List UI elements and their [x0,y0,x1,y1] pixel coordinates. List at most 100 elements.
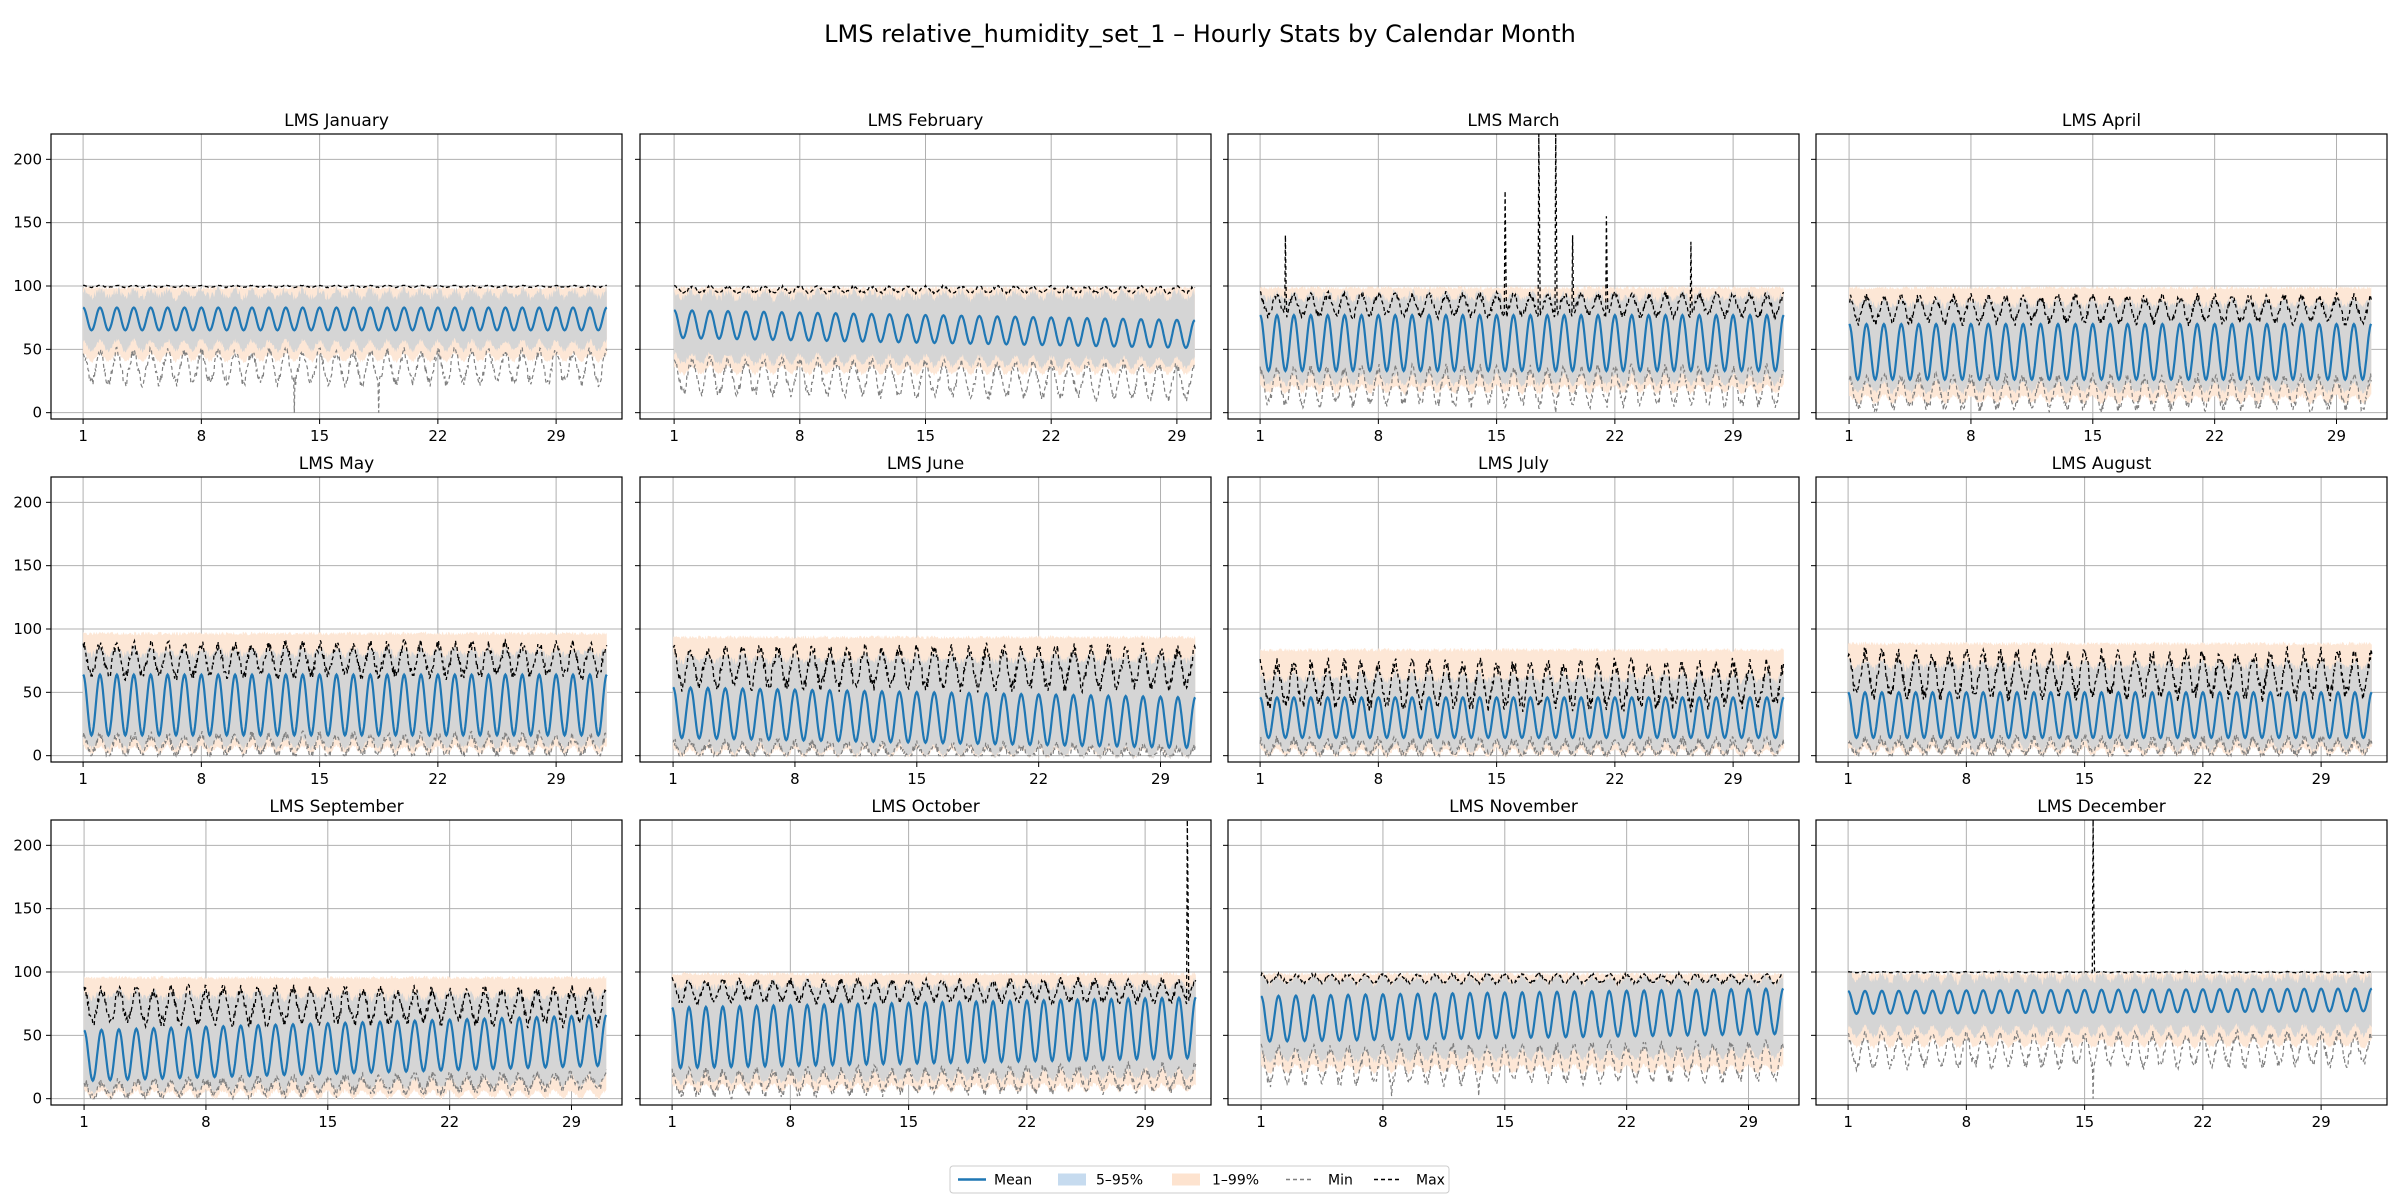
subplot-lms-january: 1 8 15 22 29 0 50 100 150 200 LMS January [13,111,623,445]
legend-swatch [1172,1173,1200,1186]
x-tick-label: 8 [790,770,800,788]
series-mean-line [82,306,608,332]
series-max-line [671,820,1197,1006]
x-tick-label: 8 [201,1113,211,1131]
y-tick-label: 50 [23,1026,42,1044]
legend-item-3: Min [1286,1173,1353,1189]
subplot-title: LMS September [269,797,403,817]
legend-item-1: 5–95% [1058,1173,1143,1189]
x-tick-label: 8 [1962,1113,1972,1131]
subplot-title: LMS April [2062,111,2141,131]
series-mean-line [672,685,1197,750]
axes-frame [1227,133,1800,420]
subplot-title: LMS December [2037,797,2166,817]
series-min-line [1259,361,1784,413]
band-5-95 [1260,669,1784,756]
series-mean-line [1259,313,1785,373]
x-tick-label: 22 [428,770,447,788]
series-mean-line [1260,987,1785,1044]
x-tick-label: 8 [1374,427,1384,445]
y-tick-label: 100 [13,620,42,638]
x-tick-label: 22 [1017,1113,1036,1131]
subplot-lms-february: 1 8 15 22 29 LMS February [635,111,1212,445]
x-tick-label: 22 [440,1113,459,1131]
series-min-line [1847,732,2373,758]
x-tick-label: 22 [1617,1113,1636,1131]
subplot-lms-september: 1 8 15 22 29 0 50 100 150 200 LMS September [13,797,623,1131]
subplot-title: LMS August [2052,454,2152,474]
x-tick-label: 22 [1042,427,1061,445]
x-tick-label: 8 [1374,770,1384,788]
legend-item-0: Mean [958,1173,1032,1189]
subplot-lms-may: 1 8 15 22 29 0 50 100 150 200 LMS May [13,454,623,788]
x-tick-label: 22 [2205,427,2224,445]
x-tick-label: 1 [1843,770,1853,788]
x-tick-label: 29 [2312,1113,2331,1131]
legend-item-4: Max [1374,1173,1445,1189]
y-tick-label: 50 [23,683,42,701]
x-tick-label: 1 [1255,770,1265,788]
chart-legend: Mean 5–95% 1–99% Min Max [949,1165,1450,1194]
x-tick-label: 29 [2327,427,2346,445]
series-mean-line [1848,322,2373,382]
x-tick-label: 22 [1605,427,1624,445]
y-tick-label: 100 [13,277,42,295]
series-max-line [672,641,1196,695]
grid-lines [640,134,1211,419]
x-tick-label: 1 [79,1113,89,1131]
x-tick-label: 1 [78,427,88,445]
x-tick-label: 15 [318,1113,337,1131]
x-tick-label: 29 [547,770,566,788]
grid-lines [51,134,622,419]
x-tick-label: 8 [197,427,207,445]
x-tick-label: 29 [1151,770,1170,788]
x-tick-label: 22 [428,427,447,445]
legend-label: 5–95% [1096,1173,1143,1189]
x-tick-label: 29 [1724,427,1743,445]
band-5-95 [1848,969,2372,1039]
x-tick-label: 22 [2193,770,2212,788]
series-mean-line [673,309,1196,350]
x-tick-label: 8 [197,770,207,788]
axes-frame [639,476,1212,763]
subplot-title: LMS March [1467,111,1559,131]
band-5-95 [1848,655,2372,753]
band-5-95 [674,286,1195,370]
x-tick-label: 15 [310,770,329,788]
y-tick-label: 100 [13,963,42,981]
x-tick-label: 1 [1844,427,1854,445]
y-tick-label: 0 [32,404,42,422]
x-tick-label: 29 [1739,1113,1758,1131]
axes-frame [1815,819,2388,1106]
series-min-line [1847,1028,2373,1099]
subplot-title: LMS October [871,797,979,817]
x-tick-label: 15 [1495,1113,1514,1131]
x-tick-label: 15 [2083,427,2102,445]
series-min-line [82,345,608,413]
x-tick-label: 1 [1255,427,1265,445]
subplot-lms-december: 1 8 15 22 29 LMS December [1811,797,2388,1131]
y-tick-label: 200 [13,836,42,854]
subplot-title: LMS May [299,454,374,474]
x-tick-label: 1 [669,427,679,445]
series-max-line [83,982,607,1030]
x-tick-label: 29 [1136,1113,1155,1131]
x-tick-label: 8 [786,1113,796,1131]
x-tick-label: 15 [1487,770,1506,788]
subplot-lms-july: 1 8 15 22 29 LMS July [1223,454,1800,788]
x-tick-label: 15 [899,1113,918,1131]
y-tick-label: 150 [13,214,42,232]
legend-label: Min [1328,1173,1353,1189]
subplot-title: LMS February [868,111,984,131]
series-mean-line [83,1013,608,1083]
axes-frame [1227,476,1800,763]
x-tick-label: 29 [2312,770,2331,788]
x-tick-label: 8 [795,427,805,445]
legend-label: Mean [994,1173,1032,1189]
subplot-lms-november: 1 8 15 22 29 LMS November [1223,797,1800,1131]
chart-title: LMS relative_humidity_set_1 – Hourly Sta… [824,20,1576,48]
axes-frame [50,819,623,1106]
x-tick-label: 8 [1378,1113,1388,1131]
